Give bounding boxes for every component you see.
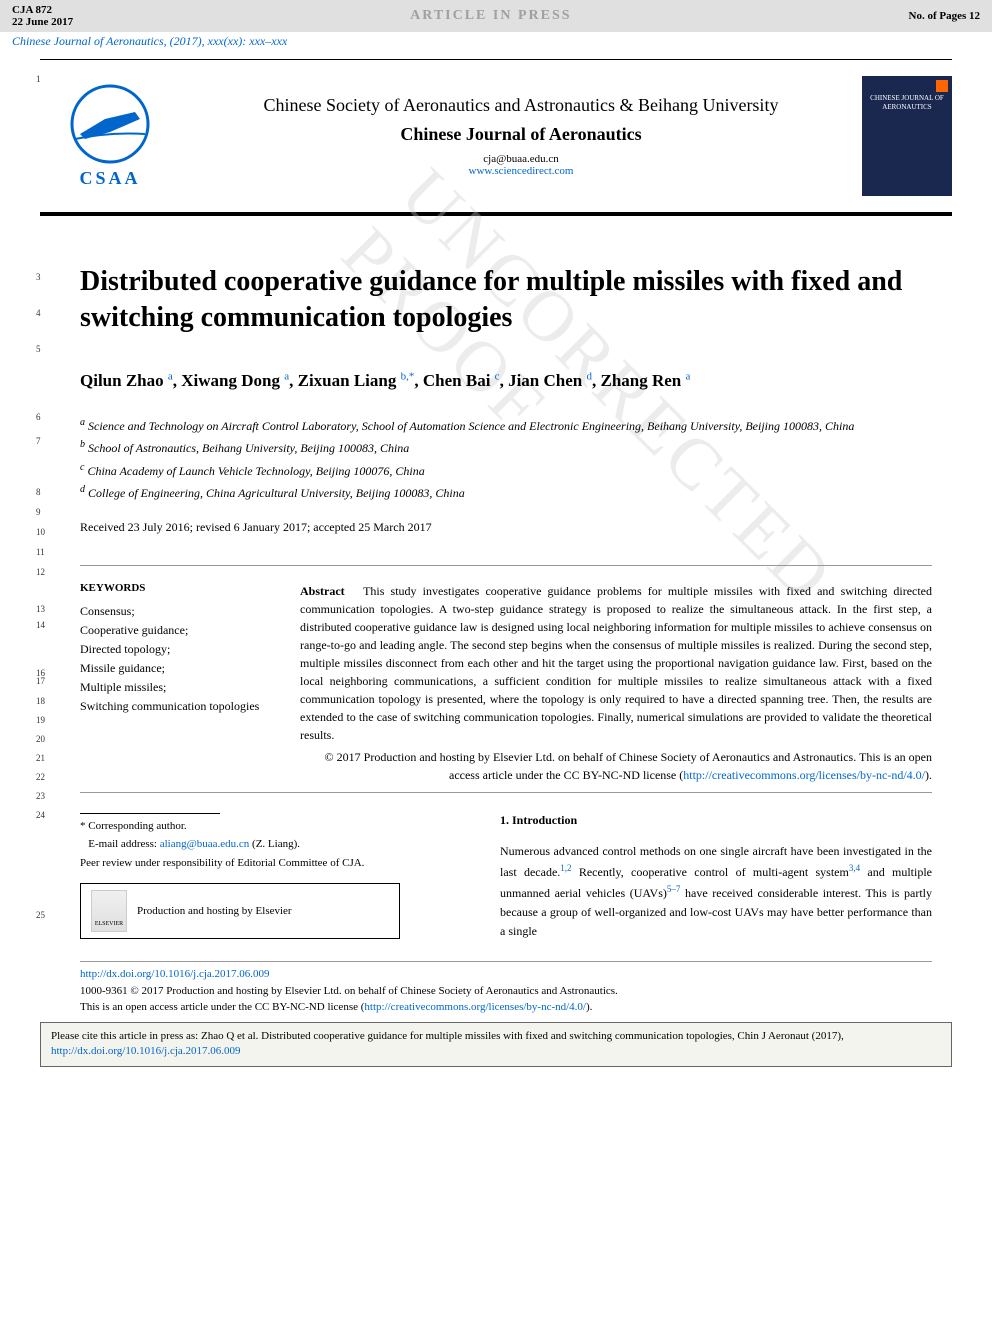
line-number: 6 <box>36 412 41 422</box>
article-code: CJA 872 <box>12 4 73 16</box>
line-number: 20 <box>36 734 45 744</box>
affiliation-a: a Science and Technology on Aircraft Con… <box>80 414 932 436</box>
masthead-center: Chinese Society of Aeronautics and Astro… <box>180 95 862 177</box>
abstract-text: This study investigates cooperative guid… <box>300 584 932 742</box>
doi-license-link[interactable]: http://creativecommons.org/licenses/by-n… <box>364 1001 586 1013</box>
csaa-logo-icon <box>60 84 160 164</box>
introduction-text: Numerous advanced control methods on one… <box>500 842 932 942</box>
email-line: E-mail address: aliang@buaa.edu.cn (Z. L… <box>80 836 460 853</box>
citation-box: Please cite this article in press as: Zh… <box>40 1022 952 1067</box>
footnote-rule <box>80 813 220 814</box>
masthead: CSAA Chinese Society of Aeronautics and … <box>40 59 952 216</box>
introduction-column: 1. Introduction Numerous advanced contro… <box>500 813 932 942</box>
authors: Qilun Zhao a, Xiwang Dong a, Zixuan Lian… <box>80 367 932 394</box>
journal-name: Chinese Journal of Aeronautics <box>180 124 862 145</box>
line-number: 19 <box>36 715 45 725</box>
line-number: 10 <box>36 527 45 537</box>
line-number: 17 <box>36 676 45 686</box>
article-content: 3 4 5 Distributed cooperative guidance f… <box>0 224 992 951</box>
line-number: 13 <box>36 604 45 614</box>
line-number: 5 <box>36 344 41 354</box>
corresponding-author: * Corresponding author. <box>80 818 460 835</box>
affiliation-c: c China Academy of Launch Vehicle Techno… <box>80 459 932 481</box>
line-number: 14 <box>36 620 45 630</box>
article-in-press-banner: ARTICLE IN PRESS <box>410 8 571 24</box>
page-count: No. of Pages 12 <box>909 10 981 22</box>
line-number: 23 <box>36 791 45 801</box>
journal-reference: Chinese Journal of Aeronautics, (2017), … <box>0 32 992 51</box>
line-number: 24 <box>36 810 45 820</box>
csaa-text: CSAA <box>79 168 140 189</box>
author-email-link[interactable]: aliang@buaa.edu.cn <box>160 838 250 850</box>
affiliations: a Science and Technology on Aircraft Con… <box>80 414 932 504</box>
line-number: 22 <box>36 772 45 782</box>
abstract-container: KEYWORDS Consensus;Cooperative guidance;… <box>80 565 932 793</box>
header-code: CJA 872 22 June 2017 <box>12 4 73 28</box>
footnote-column: * Corresponding author. E-mail address: … <box>80 813 460 942</box>
cite-doi-link[interactable]: http://dx.doi.org/10.1016/j.cja.2017.06.… <box>51 1045 241 1057</box>
article-date: 22 June 2017 <box>12 16 73 28</box>
production-hosting-box: ELSEVIER Production and hosting by Elsev… <box>80 883 400 939</box>
introduction-heading: 1. Introduction <box>500 813 932 828</box>
keywords-column: KEYWORDS Consensus;Cooperative guidance;… <box>80 582 260 784</box>
line-number: 12 <box>36 567 45 577</box>
line-number: 25 <box>36 910 45 920</box>
doi-link[interactable]: http://dx.doi.org/10.1016/j.cja.2017.06.… <box>80 968 270 980</box>
society-name: Chinese Society of Aeronautics and Astro… <box>180 95 862 116</box>
line-number: 18 <box>36 696 45 706</box>
article-title: Distributed cooperative guidance for mul… <box>80 264 932 337</box>
line-number: 21 <box>36 753 45 763</box>
abstract-copyright: © 2017 Production and hosting by Elsevie… <box>300 748 932 784</box>
line-number: 7 <box>36 436 41 446</box>
license-link[interactable]: http://creativecommons.org/licenses/by-n… <box>683 768 925 782</box>
received-dates: Received 23 July 2016; revised 6 January… <box>80 520 932 535</box>
bottom-section: * Corresponding author. E-mail address: … <box>80 813 932 942</box>
keywords-list: Consensus;Cooperative guidance;Directed … <box>80 602 260 717</box>
doi-section: http://dx.doi.org/10.1016/j.cja.2017.06.… <box>80 961 932 1016</box>
elsevier-logo-icon: ELSEVIER <box>91 890 127 932</box>
line-number: 9 <box>36 507 41 517</box>
doi-copyright: 1000-9361 © 2017 Production and hosting … <box>80 985 618 997</box>
production-hosting-text: Production and hosting by Elsevier <box>137 903 292 920</box>
line-number: 11 <box>36 547 45 557</box>
csaa-logo-box: CSAA <box>40 84 180 189</box>
affiliation-b: b School of Astronautics, Beihang Univer… <box>80 436 932 458</box>
affiliation-d: d College of Engineering, China Agricult… <box>80 481 932 503</box>
line-number: 3 <box>36 272 41 282</box>
journal-cover-thumbnail: CHINESE JOURNAL OF AERONAUTICS <box>862 76 952 196</box>
peer-review-note: Peer review under responsibility of Edit… <box>80 855 460 872</box>
line-number: 8 <box>36 487 41 497</box>
page-header: CJA 872 22 June 2017 ARTICLE IN PRESS No… <box>0 0 992 32</box>
cover-title: CHINESE JOURNAL OF AERONAUTICS <box>862 94 952 112</box>
abstract-label: Abstract <box>300 584 345 598</box>
journal-email: cja@buaa.edu.cn <box>180 153 862 165</box>
keywords-heading: KEYWORDS <box>80 582 260 594</box>
line-number: 4 <box>36 308 41 318</box>
journal-url[interactable]: www.sciencedirect.com <box>180 165 862 177</box>
elsevier-mark-icon <box>936 80 948 92</box>
abstract-column: Abstract This study investigates coopera… <box>300 582 932 784</box>
